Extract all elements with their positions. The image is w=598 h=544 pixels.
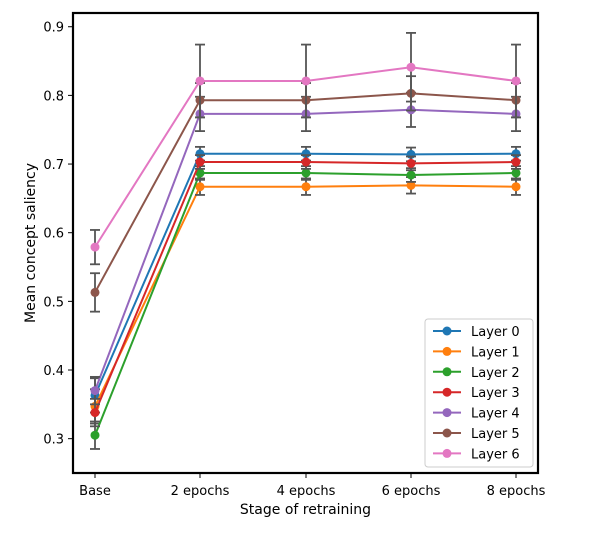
- series-group: [90, 32, 521, 450]
- legend-marker: [442, 408, 452, 418]
- series-layer-3: [90, 154, 521, 428]
- y-axis-label: Mean concept saliency: [23, 163, 39, 323]
- data-point: [511, 182, 521, 192]
- data-point: [195, 157, 205, 167]
- legend-label: Layer 5: [471, 427, 520, 442]
- legend-item: Layer 1: [433, 345, 520, 360]
- x-tick-label: Base: [79, 484, 111, 499]
- data-point: [301, 76, 311, 86]
- legend-box: [424, 318, 534, 468]
- y-tick-label: 0.6: [43, 227, 64, 242]
- legend-marker: [442, 448, 452, 458]
- y-tick-label: 0.7: [43, 158, 64, 173]
- data-point: [90, 408, 100, 418]
- data-point: [406, 158, 416, 168]
- legend-item: Layer 3: [433, 386, 520, 401]
- x-tick-label: 8 epochs: [487, 484, 546, 499]
- y-tick-label: 0.9: [43, 21, 64, 36]
- legend-label: Layer 6: [471, 447, 520, 462]
- legend-marker: [442, 367, 452, 377]
- legend-item: Layer 4: [433, 407, 520, 422]
- plot-frame: [71, 11, 540, 475]
- legend-marker: [442, 346, 452, 356]
- data-point: [511, 168, 521, 178]
- data-point: [406, 62, 416, 72]
- data-point: [511, 76, 521, 86]
- legend-item: Layer 0: [433, 325, 520, 340]
- y-axis-ticks: 0.3 0.4 0.5 0.6 0.7 0.8 0.9: [43, 21, 73, 448]
- legend-marker: [442, 428, 452, 438]
- x-axis-label: Stage of retraining: [240, 502, 371, 518]
- data-point: [90, 430, 100, 440]
- series-layer-6: [90, 32, 521, 266]
- x-tick-label: 4 epochs: [277, 484, 336, 499]
- data-point: [511, 157, 521, 167]
- legend-item: Layer 5: [433, 427, 520, 442]
- data-point: [195, 76, 205, 86]
- x-axis-ticks: Base 2 epochs 4 epochs 6 epochs 8 epochs: [79, 473, 546, 499]
- legend-marker: [442, 326, 452, 336]
- legend: Layer 0 Layer 1 Layer 2 Layer 3 Layer 4 Layer…: [424, 318, 534, 468]
- data-point: [406, 170, 416, 180]
- legend-label: Layer 1: [471, 345, 520, 360]
- y-tick-label: 0.8: [43, 89, 64, 104]
- data-point: [90, 386, 100, 396]
- legend-label: Layer 0: [471, 325, 520, 340]
- data-point: [90, 242, 100, 252]
- x-tick-label: 6 epochs: [382, 484, 441, 499]
- legend-marker: [442, 387, 452, 397]
- data-point: [195, 168, 205, 178]
- data-point: [301, 168, 311, 178]
- y-tick-label: 0.3: [43, 433, 64, 448]
- legend-item: Layer 6: [433, 447, 520, 462]
- legend-label: Layer 2: [471, 366, 520, 381]
- x-tick-label: 2 epochs: [171, 484, 230, 499]
- data-point: [90, 287, 100, 297]
- legend-label: Layer 4: [471, 407, 520, 422]
- data-point: [195, 182, 205, 192]
- data-point: [301, 182, 311, 192]
- legend-item: Layer 2: [433, 366, 520, 381]
- y-tick-label: 0.5: [43, 295, 64, 310]
- y-tick-label: 0.4: [43, 364, 64, 379]
- data-point: [301, 157, 311, 167]
- legend-label: Layer 3: [471, 386, 520, 401]
- data-point: [406, 180, 416, 190]
